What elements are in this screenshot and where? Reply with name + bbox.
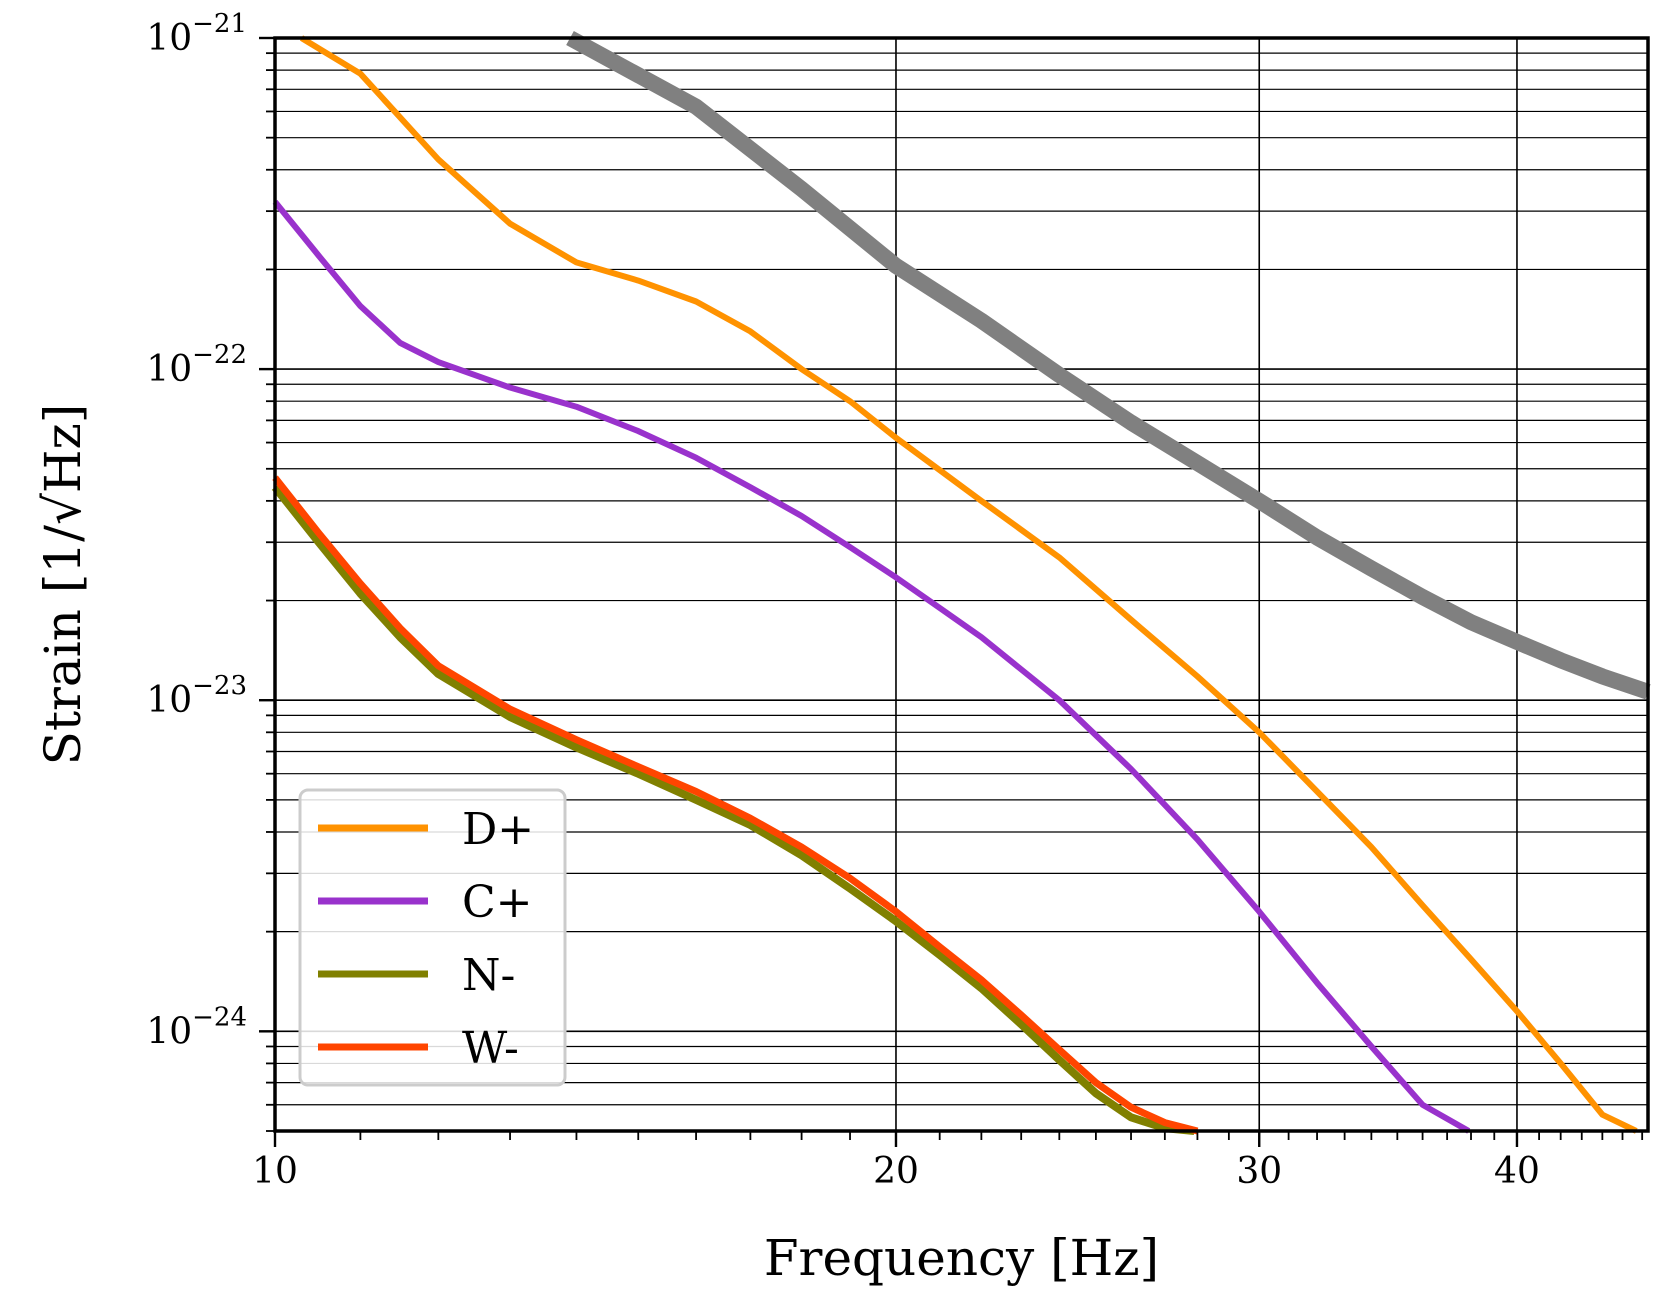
plot-frame: [273, 36, 1650, 1133]
y-tick-exponent: −22: [192, 340, 247, 370]
y-tick-base: 10: [146, 18, 192, 59]
series-line-c-: [272, 199, 1471, 1134]
y-tick-label: 10−21: [146, 9, 247, 59]
y-tick-exponent: −23: [192, 671, 247, 701]
y-tick-label: 10−23: [146, 671, 247, 721]
x-tick-label: 40: [1494, 1151, 1540, 1192]
series-line-d-: [299, 35, 1638, 1134]
legend: D+ C+ N- W-: [298, 788, 567, 1087]
legend-label-d-: D+: [462, 804, 534, 855]
y-tick-label: 10−24: [146, 1002, 247, 1052]
series-line-w-: [272, 475, 1199, 1135]
axis-ticks: [259, 36, 1644, 1147]
x-tick-label: 30: [1236, 1151, 1282, 1192]
x-tick-label: 10: [252, 1151, 298, 1192]
y-tick-exponent: −21: [192, 9, 247, 39]
series-lines: [271, 30, 1651, 1135]
x-tick-label: 20: [873, 1151, 919, 1192]
x-axis-label: Frequency [Hz]: [764, 1229, 1159, 1287]
legend-box: [298, 788, 567, 1087]
x-tick-labels: 10 20 30 40: [252, 1151, 1540, 1192]
y-axis-label: Strain [1/√Hz]: [34, 404, 92, 766]
series-line-n-: [271, 484, 1195, 1135]
y-tick-label: 10−22: [146, 340, 247, 390]
y-tick-base: 10: [146, 680, 192, 721]
legend-label-c-: C+: [462, 877, 533, 928]
y-tick-exponent: −24: [192, 1002, 247, 1032]
series-line-reference: [566, 30, 1651, 700]
y-tick-base: 10: [146, 1011, 192, 1052]
legend-label-w-: W-: [462, 1023, 519, 1074]
y-tick-base: 10: [146, 349, 192, 390]
legend-label-n-: N-: [462, 950, 515, 1001]
